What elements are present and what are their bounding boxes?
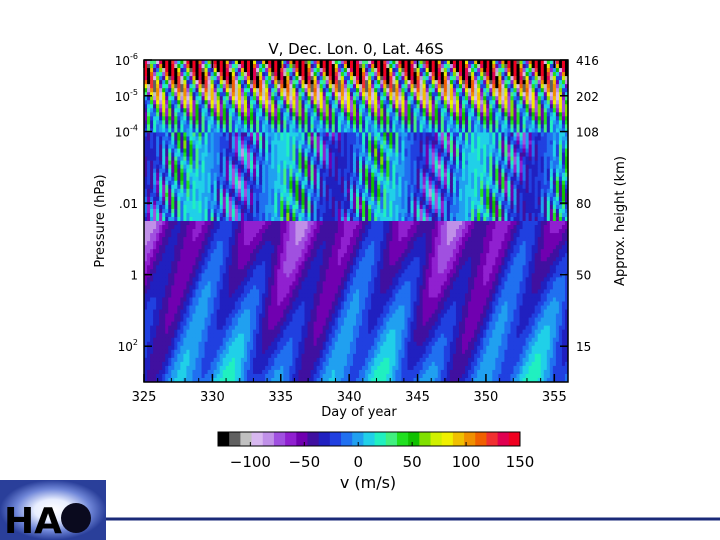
colorbar-swatch (374, 432, 387, 446)
colorbar-swatch (285, 432, 297, 446)
y-tick: 10-5 (115, 88, 152, 104)
x-tick-label: 350 (474, 390, 499, 405)
y2-tick-label: 202 (576, 90, 599, 104)
colorbar-swatch (508, 432, 521, 446)
y-tick: 102 (118, 338, 152, 354)
y2-tick: 15 (560, 340, 591, 354)
y2-tick: 416 (560, 54, 599, 68)
y2-tick-label: 108 (576, 126, 599, 140)
plot-frame (143, 59, 569, 383)
colorbar-swatch (251, 432, 264, 446)
colorbar-swatch (452, 432, 465, 446)
logo-text: HA (4, 501, 62, 540)
logo-o-mark (61, 503, 91, 533)
colorbar-swatch (240, 432, 253, 446)
y2-tick: 202 (560, 90, 599, 104)
y-axis-label: Pressure (hPa) (93, 174, 108, 267)
y-tick-label: 10-4 (115, 124, 138, 140)
x-tick-label: 345 (405, 390, 430, 405)
y2-tick-label: 80 (576, 197, 591, 211)
y-tick-label: 1 (130, 269, 138, 283)
colorbar-swatch (475, 432, 487, 446)
colorbar-swatch (296, 432, 308, 446)
y-tick-label: 102 (118, 338, 138, 354)
colorbar-swatch (229, 432, 241, 446)
x-tick-label: 325 (132, 390, 157, 405)
colorbar-tick-label: 50 (403, 453, 422, 471)
colorbar-swatch (329, 432, 342, 446)
colorbar-swatch (408, 432, 420, 446)
colorbar-swatch (419, 432, 432, 446)
heatmap-field (144, 60, 568, 382)
y-tick-label: .01 (119, 197, 138, 211)
colorbar-tick-label: 0 (353, 453, 363, 471)
y-tick: .01 (119, 197, 152, 211)
y2-tick: 50 (560, 269, 591, 283)
colorbar-swatch (385, 432, 398, 446)
y-tick-label: 10-6 (115, 52, 138, 68)
y2-tick-label: 15 (576, 340, 591, 354)
x-tick-label: 335 (268, 390, 293, 405)
colorbar-tick-label: −50 (288, 453, 320, 471)
y2-axis: 15 50 80 108 202 416 (560, 54, 599, 354)
colorbar-swatch (273, 432, 286, 446)
y-axis: 102 1 .01 10-4 10-5 10-6 (115, 52, 152, 354)
colorbar-swatch (318, 432, 331, 446)
x-axis-label: Day of year (321, 405, 397, 420)
colorbar-label: v (m/s) (340, 473, 396, 492)
colorbar-tick-label: 150 (506, 453, 535, 471)
y2-tick: 108 (560, 126, 599, 140)
x-tick-label: 340 (337, 390, 362, 405)
y2-tick: 80 (560, 197, 591, 211)
colorbar-swatch (341, 432, 353, 446)
colorbar-swatch (262, 432, 275, 446)
colorbar-swatch (218, 432, 230, 446)
colorbar-swatch (396, 432, 409, 446)
x-axis: 325 330 335 340 345 350 355 (132, 60, 569, 405)
colorbar-swatch (430, 432, 443, 446)
colorbar-swatch (307, 432, 320, 446)
y-tick: 10-6 (115, 52, 152, 68)
x-tick-label: 355 (542, 390, 567, 405)
colorbar-swatch (464, 432, 476, 446)
colorbar-swatch (497, 432, 510, 446)
colorbar-frame (217, 431, 521, 447)
hao-logo: HA (0, 480, 106, 540)
x-tick-label: 330 (200, 390, 225, 405)
chart-title: V, Dec. Lon. 0, Lat. 46S (268, 40, 443, 58)
colorbar-tick-label: −100 (230, 453, 271, 471)
colorbar: −100 −50 0 50 100 150 (217, 431, 535, 471)
y-tick: 10-4 (115, 124, 152, 140)
colorbar-swatch (441, 432, 454, 446)
y-tick-label: 10-5 (115, 88, 138, 104)
y2-axis-label: Approx. height (km) (613, 156, 628, 286)
colorbar-swatch (352, 432, 364, 446)
y-tick: 1 (130, 269, 152, 283)
colorbar-tick-label: 100 (452, 453, 481, 471)
colorbar-swatch (486, 432, 499, 446)
y2-tick-label: 416 (576, 54, 599, 68)
y2-tick-label: 50 (576, 269, 591, 283)
colorbar-swatch (363, 432, 376, 446)
